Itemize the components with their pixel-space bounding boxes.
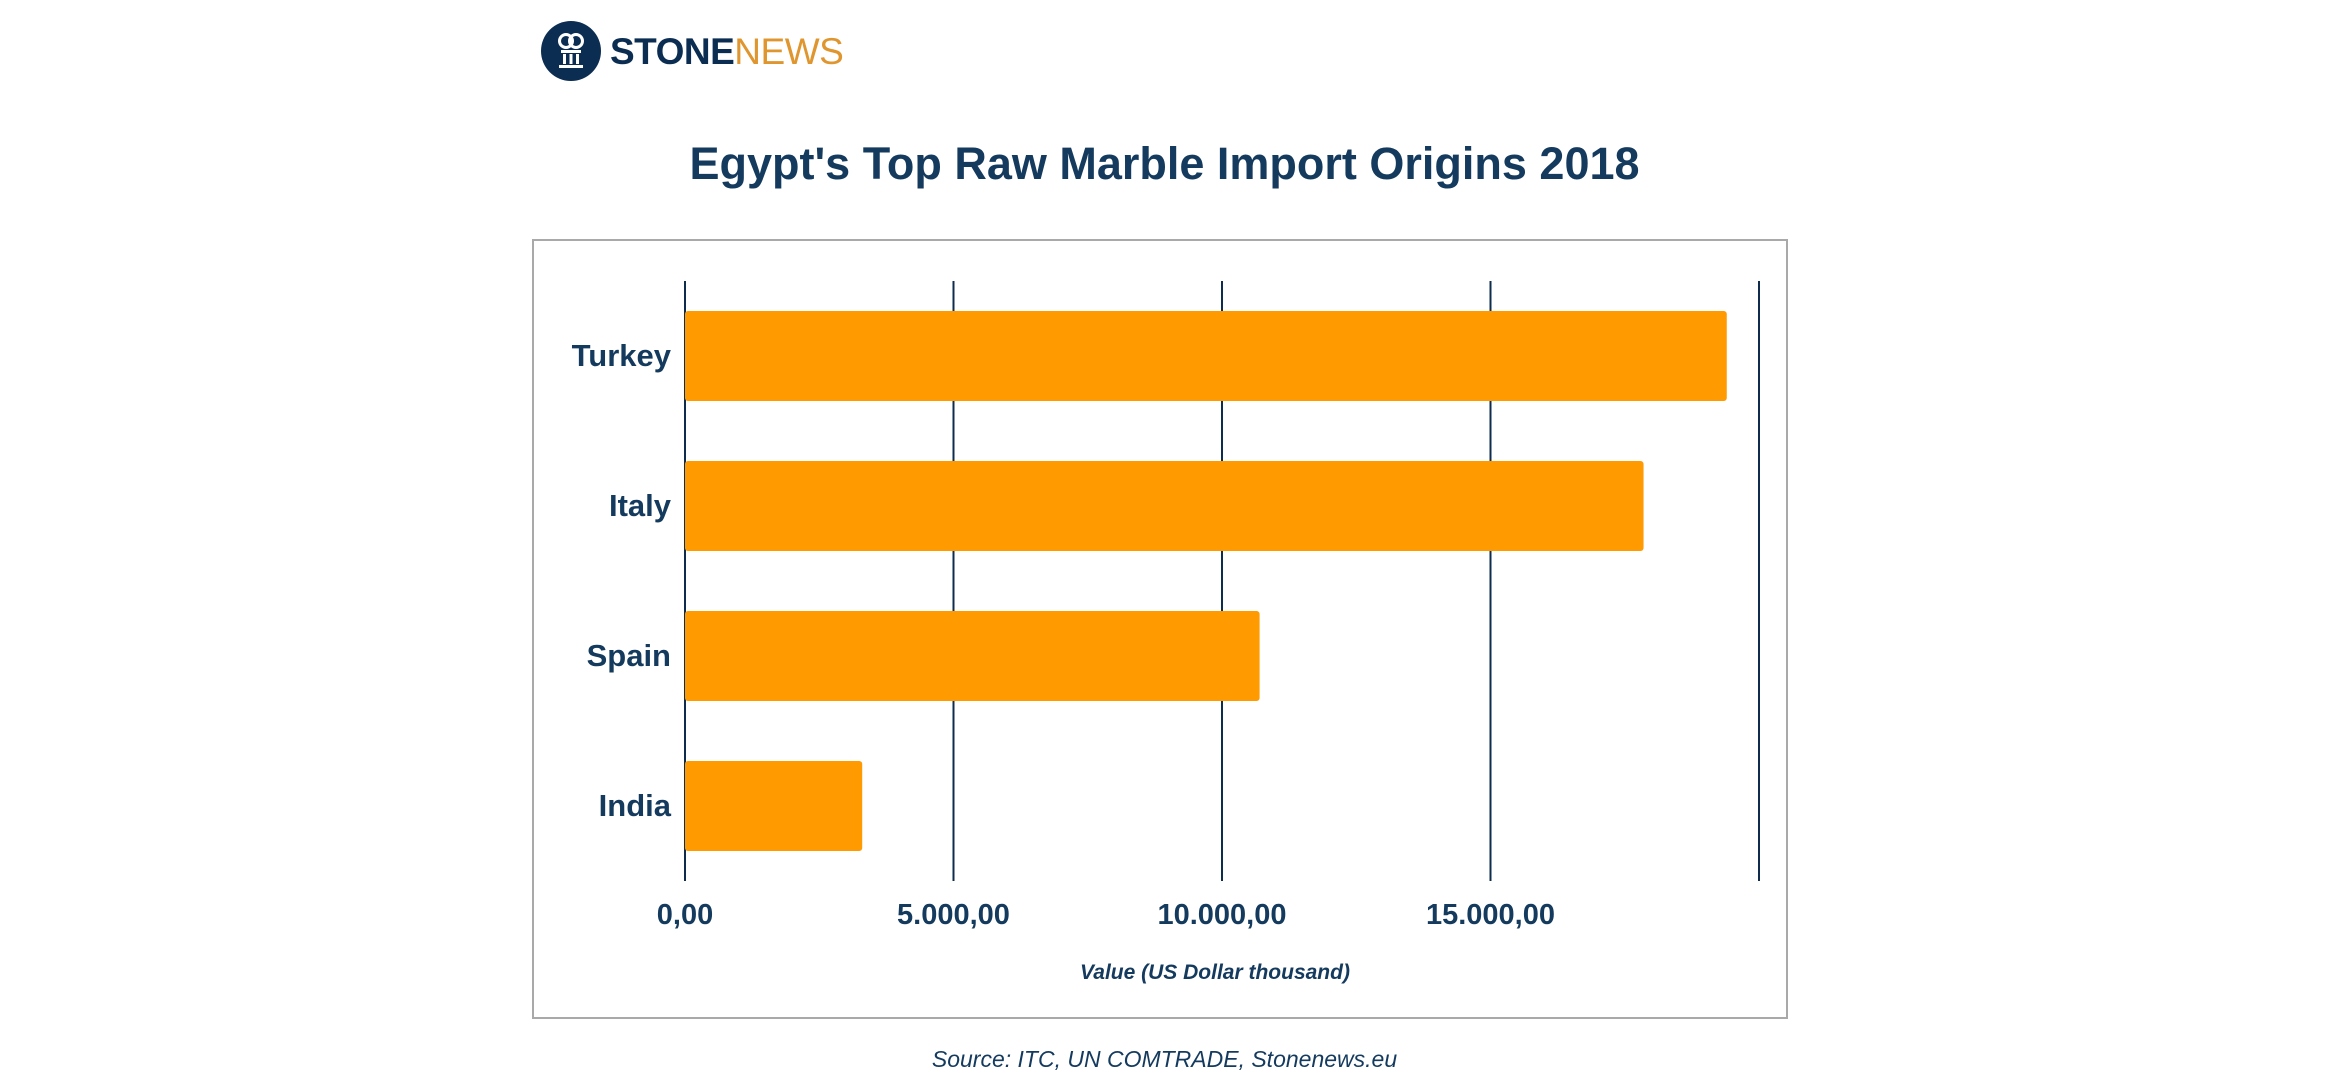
logo-word-news: NEWS — [734, 30, 844, 72]
x-tick-label: 15.000,00 — [1426, 899, 1555, 931]
category-label: Spain — [587, 638, 671, 673]
stonenews-logo: STONENEWS — [540, 18, 844, 84]
x-axis-title: Value (US Dollar thousand) — [1080, 961, 1350, 984]
chart-title: Egypt's Top Raw Marble Import Origins 20… — [689, 138, 1640, 189]
logo-wordmark: STONENEWS — [610, 30, 844, 72]
category-label: Turkey — [572, 338, 672, 373]
category-label: India — [599, 788, 672, 823]
bar-chart: Turkey Italy Spain India 0,00 5.000,00 10.000,… — [572, 281, 1760, 984]
stonenews-emblem-icon — [541, 21, 601, 81]
bar — [685, 311, 1727, 401]
x-tick-label: 10.000,00 — [1157, 899, 1286, 931]
x-tick-label: 0,00 — [657, 899, 713, 931]
bar — [685, 461, 1644, 551]
source-note: Source: ITC, UN COMTRADE, Stonenews.eu — [931, 1046, 1398, 1072]
x-tick-label: 5.000,00 — [897, 899, 1010, 931]
bar — [685, 761, 863, 851]
category-label: Italy — [609, 488, 672, 523]
logo-word-stone: STONE — [610, 30, 735, 72]
chart-frame: Turkey Italy Spain India 0,00 5.000,00 10.000,… — [532, 239, 1788, 1019]
bar — [685, 611, 1260, 701]
